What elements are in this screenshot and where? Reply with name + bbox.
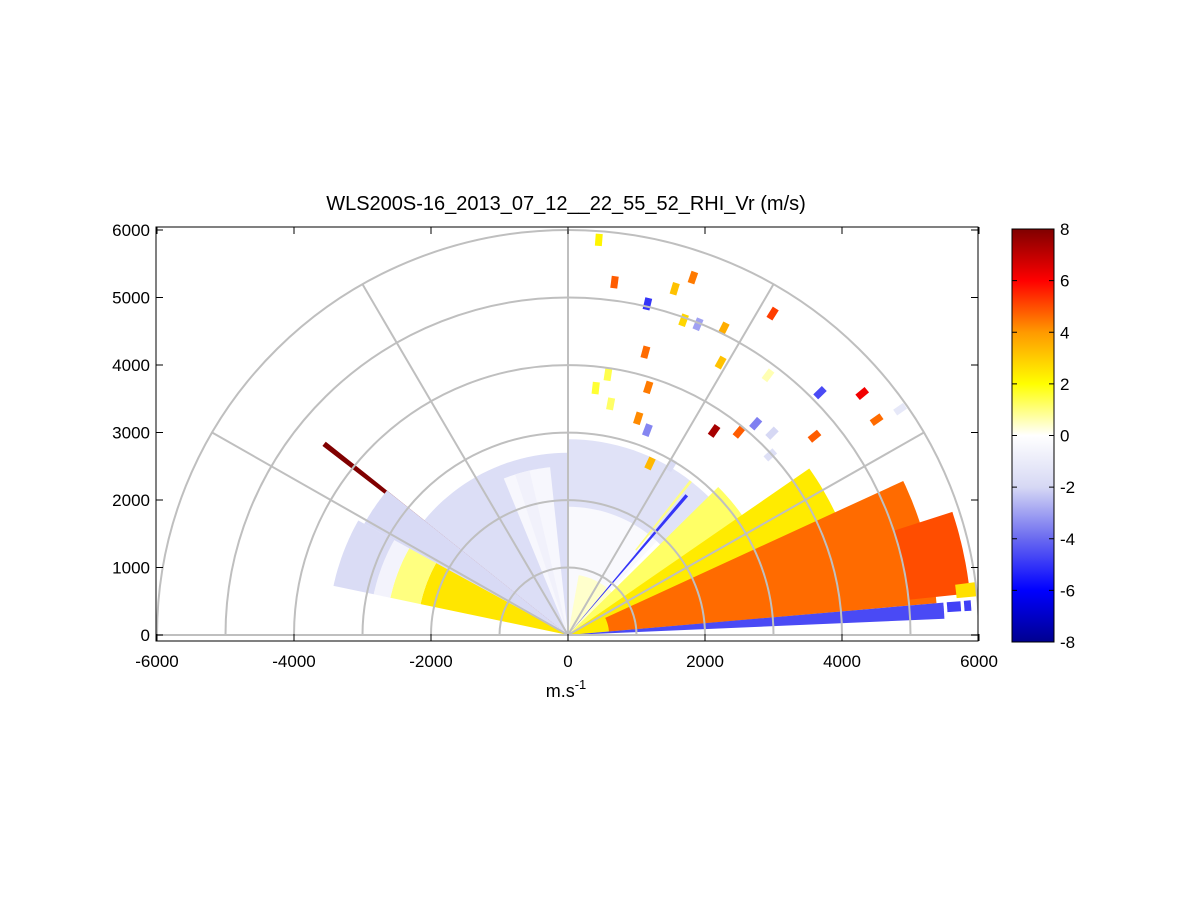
colorbar-tick-label: -4 <box>1060 530 1075 549</box>
velocity-bin <box>869 413 884 427</box>
velocity-bin <box>749 416 763 431</box>
y-tick-label: 6000 <box>112 221 150 240</box>
velocity-bin <box>687 270 699 285</box>
velocity-bin <box>633 411 644 426</box>
velocity-bin <box>603 368 613 382</box>
y-tick-label: 5000 <box>112 289 150 308</box>
velocity-bin <box>813 386 827 400</box>
velocity-sector-left-orange <box>420 563 568 635</box>
velocity-sector-yellow-ray-52 <box>635 480 692 551</box>
velocity-sector-low-blue-ray <box>568 602 945 635</box>
velocity-bin <box>610 275 619 289</box>
velocity-sector-left-upper-blue <box>364 490 568 635</box>
velocity-bin <box>594 233 603 247</box>
velocity-sector-right-pale-yellow <box>568 575 614 635</box>
colorbar-tick-label: -8 <box>1060 633 1075 652</box>
x-tick-label: 0 <box>563 652 572 671</box>
velocity-bin <box>807 429 822 443</box>
axes-frame <box>155 226 979 642</box>
velocity-bin <box>761 368 775 383</box>
x-tick-label: 6000 <box>960 652 998 671</box>
colorbar-tick-label: -2 <box>1060 478 1075 497</box>
velocity-sector-left-yellow <box>390 548 437 605</box>
x-tick-label: -2000 <box>409 652 452 671</box>
velocity-bin <box>641 423 653 437</box>
y-tick-label: 3000 <box>112 424 150 443</box>
velocity-bin <box>714 355 727 370</box>
azimuth-spoke-60 <box>567 283 775 636</box>
velocity-bin <box>643 380 654 395</box>
x-tick-label: -6000 <box>135 652 178 671</box>
velocity-bin <box>763 448 778 462</box>
plot-area: -6000 -4000 -2000 0 2000 4000 6000 0 1000 2000 30… <box>112 221 998 671</box>
velocity-sector-blue-ray-50 <box>568 494 689 635</box>
y-tick-label: 4000 <box>112 356 150 375</box>
azimuth-spoke-150 <box>211 431 569 636</box>
azimuth-spoke-120 <box>361 283 569 636</box>
velocity-sector-low-blue-outer-2 <box>963 600 972 612</box>
velocity-bin <box>644 456 656 471</box>
velocity-sector-low-blue-outer-1 <box>946 601 962 613</box>
colorbar-ticks: -8 -6 -4 -2 0 2 4 6 8 <box>1012 220 1075 652</box>
velocity-bin <box>606 397 616 411</box>
velocity-bin <box>855 386 870 401</box>
x-tick-label: 4000 <box>823 652 861 671</box>
velocity-sector-center-pale-2 <box>515 470 568 635</box>
velocity-sector-right-red-outer <box>893 511 970 600</box>
velocity-sector-left-blue <box>333 520 395 595</box>
y-tick-label: 1000 <box>112 559 150 578</box>
x-axis-label-exponent: -1 <box>575 677 587 692</box>
y-tick-label: 0 <box>141 626 150 645</box>
colorbar-tick-label: 8 <box>1060 220 1069 239</box>
x-axis-label: m.s-1 <box>546 677 587 701</box>
x-axis-label-base: m.s <box>546 681 575 701</box>
velocity-bin <box>765 426 779 440</box>
velocity-bin <box>766 306 779 321</box>
colorbar-tick-label: 4 <box>1060 323 1069 342</box>
velocity-bin <box>678 313 689 328</box>
colorbar-tick-label: 2 <box>1060 375 1069 394</box>
velocity-bin <box>707 423 721 438</box>
velocity-sector-right-red <box>605 481 937 632</box>
x-tick-label: 2000 <box>686 652 724 671</box>
azimuth-spoke-30 <box>567 431 925 636</box>
velocity-bin <box>669 282 680 296</box>
velocity-bins <box>591 233 908 473</box>
velocity-bin <box>692 317 704 332</box>
colorbar-gradient <box>1012 229 1054 642</box>
colorbar-tick-label: 0 <box>1060 427 1069 446</box>
colorbar-tick-label: -6 <box>1060 581 1075 600</box>
velocity-sector-low-orange-outer <box>955 582 978 599</box>
velocity-bin <box>893 402 908 416</box>
chart-title: WLS200S-16_2013_07_12__22_55_52_RHI_Vr (… <box>326 193 806 215</box>
velocity-bin <box>732 425 746 439</box>
polar-grid <box>156 229 978 636</box>
y-axis: 0 1000 2000 3000 4000 5000 6000 <box>112 221 978 645</box>
velocity-bin <box>591 381 600 395</box>
velocity-bin <box>640 345 651 359</box>
velocity-sector-left-pale <box>373 540 410 598</box>
y-tick-label: 2000 <box>112 491 150 510</box>
colorbar-tick-label: 6 <box>1060 272 1069 291</box>
x-tick-label: -4000 <box>272 652 315 671</box>
colorbar: -8 -6 -4 -2 0 2 4 6 8 <box>1011 220 1075 652</box>
x-axis: -6000 -4000 -2000 0 2000 4000 6000 <box>135 227 998 671</box>
